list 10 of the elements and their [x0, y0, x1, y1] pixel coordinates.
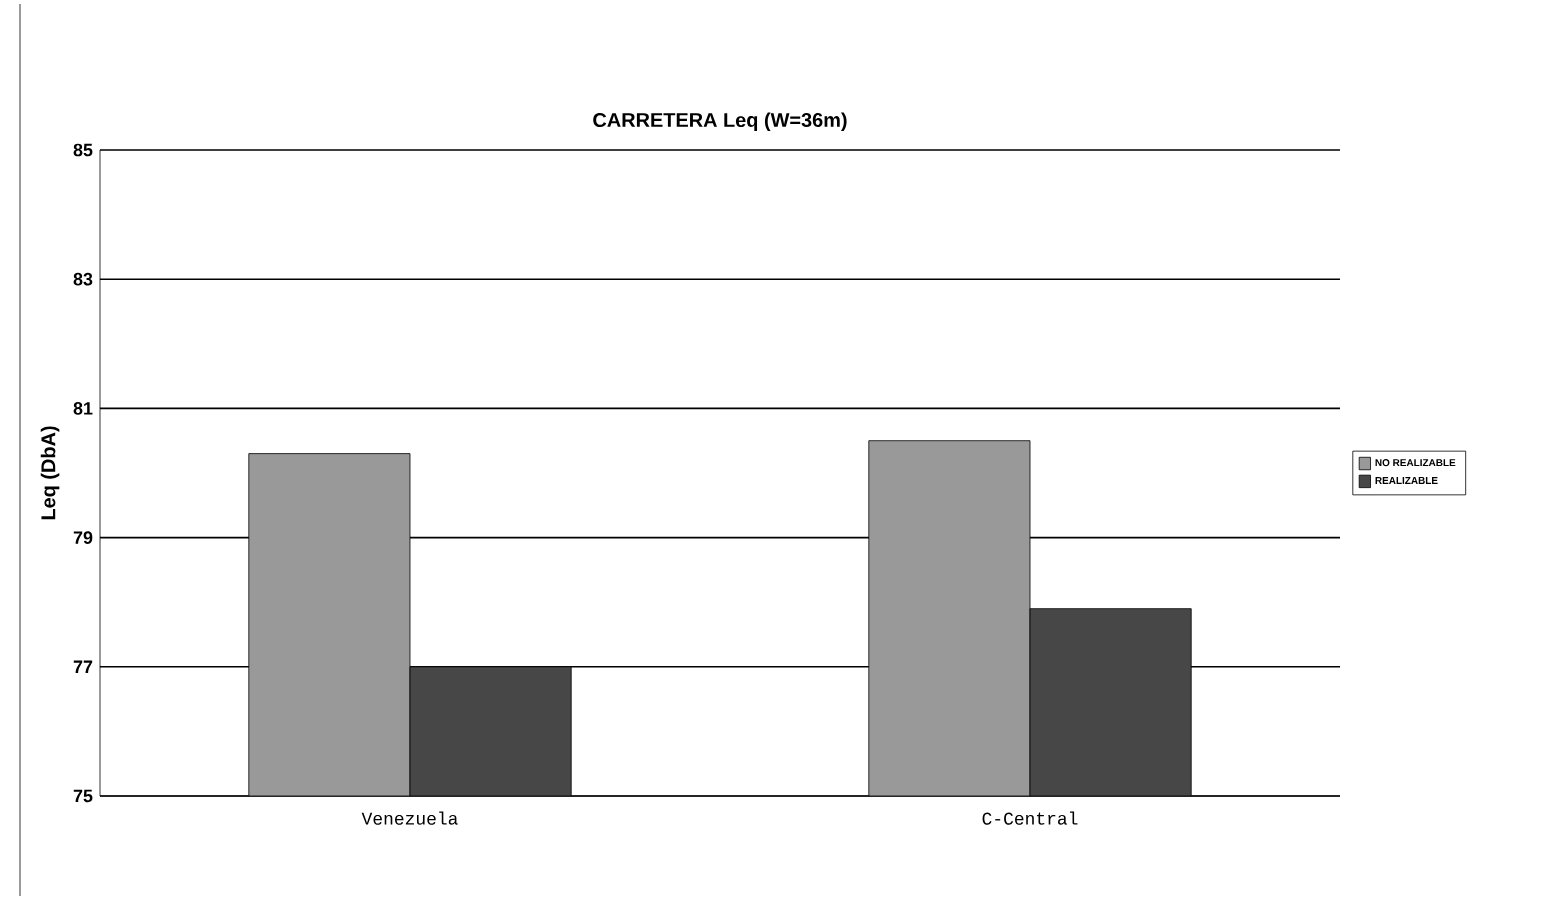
y-axis-title: Leq (DbA) [40, 426, 60, 520]
x-tick-label: C-Central [982, 811, 1078, 825]
y-tick-label: 75 [73, 789, 93, 803]
y-tick-label: 83 [73, 272, 93, 286]
y-tick-label: 77 [73, 660, 93, 673]
x-tick-label: Venezuela [361, 811, 458, 825]
y-tick-label: 81 [73, 402, 93, 415]
chart-title: CARRETERA Leq (W=36m) [593, 112, 847, 131]
y-tick-label: 85 [73, 143, 93, 157]
y-tick-label: 79 [73, 531, 93, 544]
